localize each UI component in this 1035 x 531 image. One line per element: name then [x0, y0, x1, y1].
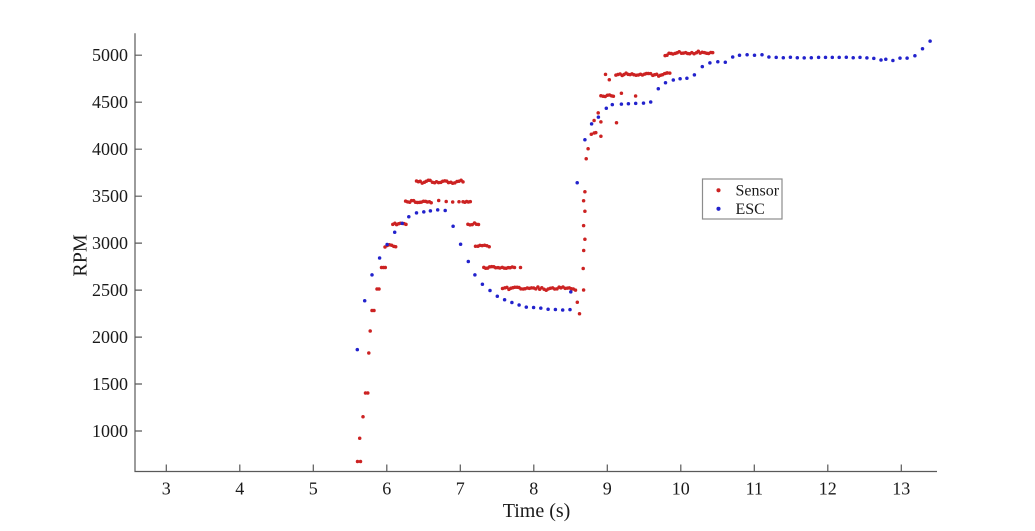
svg-text:5000: 5000	[92, 45, 128, 65]
svg-text:1000: 1000	[92, 421, 128, 441]
svg-text:11: 11	[746, 479, 763, 499]
svg-text:3000: 3000	[92, 233, 128, 253]
svg-text:6: 6	[382, 479, 391, 499]
svg-text:ESC: ESC	[736, 201, 765, 218]
svg-text:Time (s): Time (s)	[503, 500, 571, 522]
svg-text:9: 9	[603, 479, 612, 499]
svg-text:12: 12	[819, 479, 837, 499]
svg-text:5: 5	[309, 479, 318, 499]
svg-text:RPM: RPM	[70, 234, 92, 276]
svg-text:3500: 3500	[92, 186, 128, 206]
svg-text:3: 3	[162, 479, 171, 499]
svg-text:4500: 4500	[92, 92, 128, 112]
svg-text:13: 13	[892, 479, 910, 499]
svg-text:10: 10	[672, 479, 690, 499]
svg-text:Sensor: Sensor	[736, 183, 780, 200]
svg-text:7: 7	[456, 479, 465, 499]
svg-text:1500: 1500	[92, 374, 128, 394]
svg-text:4000: 4000	[92, 139, 128, 159]
svg-text:2500: 2500	[92, 280, 128, 300]
svg-text:2000: 2000	[92, 327, 128, 347]
svg-text:8: 8	[529, 479, 538, 499]
svg-text:4: 4	[235, 479, 244, 499]
